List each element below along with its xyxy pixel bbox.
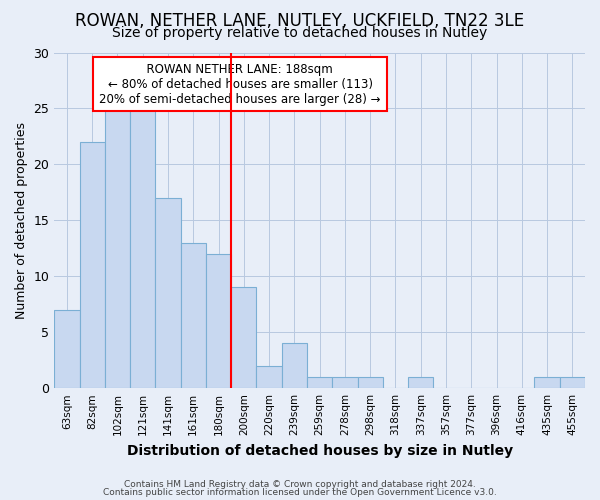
Bar <box>408 377 433 388</box>
Bar <box>130 108 155 388</box>
Text: Contains public sector information licensed under the Open Government Licence v3: Contains public sector information licen… <box>103 488 497 497</box>
Bar <box>256 366 282 388</box>
Text: ROWAN, NETHER LANE, NUTLEY, UCKFIELD, TN22 3LE: ROWAN, NETHER LANE, NUTLEY, UCKFIELD, TN… <box>76 12 524 30</box>
Bar <box>535 377 560 388</box>
Bar <box>332 377 358 388</box>
Bar <box>282 344 307 388</box>
Y-axis label: Number of detached properties: Number of detached properties <box>15 122 28 319</box>
Bar <box>54 310 80 388</box>
Text: Contains HM Land Registry data © Crown copyright and database right 2024.: Contains HM Land Registry data © Crown c… <box>124 480 476 489</box>
Bar <box>155 198 181 388</box>
Bar <box>80 142 105 388</box>
Bar <box>358 377 383 388</box>
Bar <box>307 377 332 388</box>
Text: Size of property relative to detached houses in Nutley: Size of property relative to detached ho… <box>112 26 488 40</box>
Bar <box>231 288 256 388</box>
X-axis label: Distribution of detached houses by size in Nutley: Distribution of detached houses by size … <box>127 444 513 458</box>
Bar <box>181 242 206 388</box>
Text: ROWAN NETHER LANE: 188sqm  
← 80% of detached houses are smaller (113)
20% of se: ROWAN NETHER LANE: 188sqm ← 80% of detac… <box>99 62 381 106</box>
Bar <box>105 108 130 388</box>
Bar <box>206 254 231 388</box>
Bar <box>560 377 585 388</box>
